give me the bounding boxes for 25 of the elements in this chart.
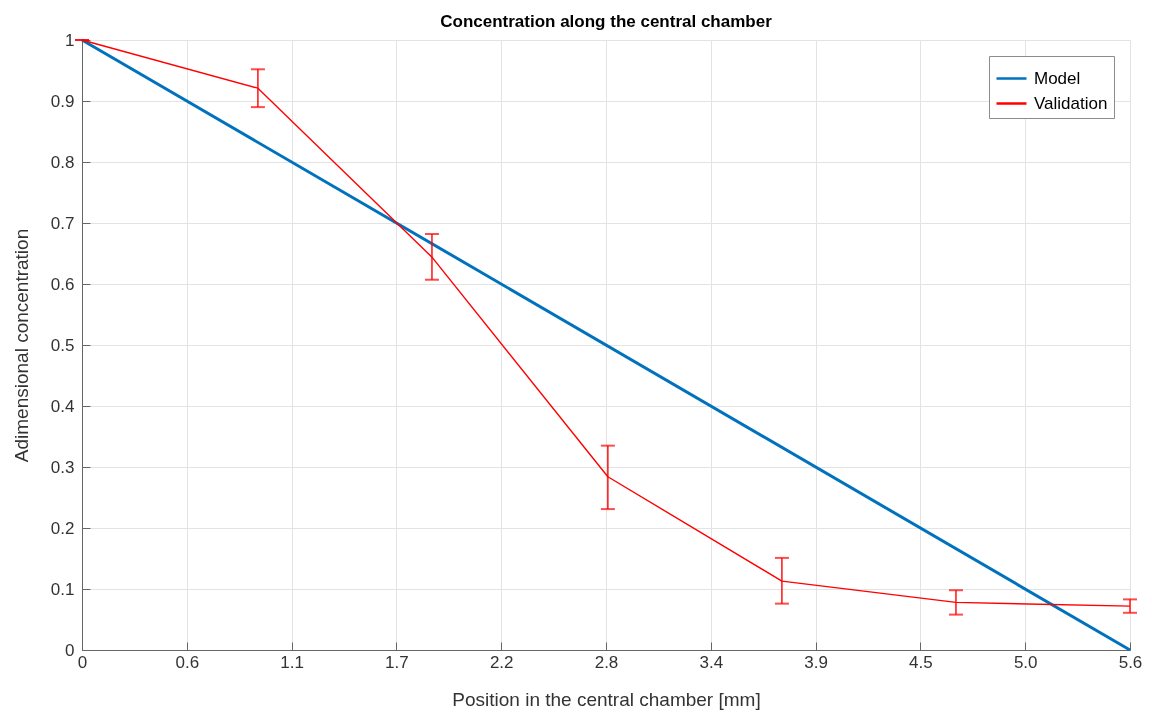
x-tick-label: 4.5 bbox=[909, 652, 933, 672]
y-tick-label: 1 bbox=[65, 30, 75, 50]
y-tick-label: 0.1 bbox=[50, 579, 75, 599]
y-tick-label: 0.8 bbox=[50, 152, 75, 172]
y-tick-label: 0.9 bbox=[50, 91, 75, 111]
x-tick-label: 5.6 bbox=[1118, 652, 1143, 672]
legend-label: Model bbox=[1034, 68, 1081, 88]
y-axis-title: Adimensional concentration bbox=[10, 228, 32, 463]
y-tick-label: 0.5 bbox=[50, 335, 75, 355]
legend-label: Validation bbox=[1034, 93, 1108, 113]
x-tick-label: 1.1 bbox=[280, 652, 304, 672]
y-tick-label: 0.4 bbox=[50, 396, 75, 416]
y-tick-label: 0.2 bbox=[50, 518, 75, 538]
chart-title: Concentration along the central chamber bbox=[440, 12, 773, 31]
x-tick-label: 3.4 bbox=[699, 652, 724, 672]
x-tick-label: 0.6 bbox=[175, 652, 200, 672]
x-tick-label: 1.7 bbox=[385, 652, 409, 672]
x-tick-label: 2.8 bbox=[594, 652, 619, 672]
y-tick-label: 0.6 bbox=[50, 274, 75, 294]
y-tick-label: 0.7 bbox=[50, 213, 75, 233]
x-tick-label: 3.9 bbox=[804, 652, 828, 672]
x-tick-label: 5.0 bbox=[1013, 652, 1038, 672]
y-tick-label: 0.3 bbox=[50, 457, 75, 477]
x-tick-label: 2.2 bbox=[489, 652, 514, 672]
x-axis-title: Position in the central chamber [mm] bbox=[452, 688, 761, 710]
